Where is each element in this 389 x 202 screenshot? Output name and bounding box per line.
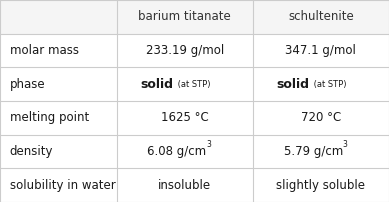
Text: phase: phase [10,78,46,91]
Text: 6.08 g/cm: 6.08 g/cm [147,145,207,158]
Text: molar mass: molar mass [10,44,79,57]
Text: 3: 3 [342,140,347,149]
Text: insoluble: insoluble [158,179,211,192]
Text: 720 °C: 720 °C [301,111,341,124]
Text: 5.79 g/cm: 5.79 g/cm [284,145,343,158]
Text: (at STP): (at STP) [175,80,210,89]
Text: density: density [10,145,53,158]
Text: 233.19 g/mol: 233.19 g/mol [145,44,224,57]
Text: schultenite: schultenite [288,10,354,23]
Bar [0,0,117,34]
Text: barium titanate: barium titanate [138,10,231,23]
Text: 347.1 g/mol: 347.1 g/mol [286,44,356,57]
Text: solid: solid [276,78,309,91]
Bar [117,0,253,34]
Text: 3: 3 [206,140,211,149]
Text: 1625 °C: 1625 °C [161,111,209,124]
Bar [253,0,389,34]
Text: solid: solid [140,78,173,91]
Text: (at STP): (at STP) [311,80,347,89]
Text: melting point: melting point [10,111,89,124]
Text: solubility in water: solubility in water [10,179,116,192]
Text: slightly soluble: slightly soluble [277,179,365,192]
